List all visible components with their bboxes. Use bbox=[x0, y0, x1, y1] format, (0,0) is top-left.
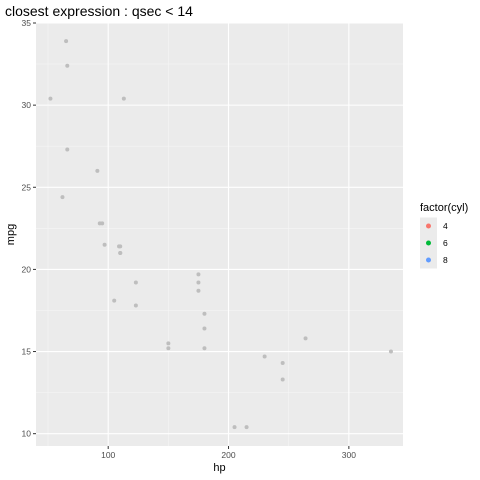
major-gridlines bbox=[36, 22, 403, 446]
data-point-25 bbox=[65, 147, 70, 152]
legend-label-6: 6 bbox=[443, 238, 448, 248]
legend-marker-8 bbox=[426, 257, 431, 263]
data-point-7 bbox=[60, 195, 65, 200]
data-point-28 bbox=[303, 336, 308, 341]
y-tick-label-3: 25 bbox=[22, 182, 32, 192]
data-points bbox=[48, 39, 393, 430]
data-point-1 bbox=[118, 250, 123, 255]
data-point-12 bbox=[202, 311, 207, 316]
chart-title: closest expression : qsec < 14 bbox=[5, 3, 193, 19]
x-tick-label-0: 100 bbox=[101, 450, 115, 460]
data-point-21 bbox=[166, 341, 171, 346]
data-point-15 bbox=[244, 425, 249, 430]
axis-ticks: 100 200 300 10 15 20 25 30 35 bbox=[22, 18, 357, 460]
data-point-31 bbox=[117, 244, 122, 249]
data-point-24 bbox=[196, 280, 201, 285]
data-point-4 bbox=[196, 288, 201, 293]
x-axis-label: hp bbox=[213, 462, 225, 474]
data-point-11 bbox=[202, 326, 207, 331]
data-point-20 bbox=[102, 242, 107, 247]
y-tick-label-4: 30 bbox=[22, 100, 32, 110]
data-point-26 bbox=[95, 168, 100, 173]
data-point-5 bbox=[112, 298, 117, 303]
data-point-13 bbox=[202, 346, 207, 351]
legend-label-4: 4 bbox=[443, 221, 448, 231]
minor-gridlines bbox=[36, 23, 403, 446]
data-point-10 bbox=[133, 303, 138, 308]
data-point-6 bbox=[280, 361, 285, 366]
legend-entries: 4 6 8 bbox=[420, 217, 448, 269]
data-point-18 bbox=[48, 96, 53, 101]
x-tick-label-1: 200 bbox=[221, 450, 235, 460]
y-tick-label-5: 35 bbox=[22, 18, 32, 28]
legend-marker-6 bbox=[426, 240, 431, 246]
data-point-8 bbox=[100, 221, 105, 226]
data-point-14 bbox=[232, 425, 237, 430]
data-point-17 bbox=[65, 63, 70, 68]
y-tick-label-1: 15 bbox=[22, 347, 32, 357]
data-point-16 bbox=[262, 354, 267, 359]
legend-marker-4 bbox=[426, 223, 431, 229]
data-point-9 bbox=[133, 280, 138, 285]
data-point-23 bbox=[280, 377, 285, 382]
legend: factor(cyl) 4 6 8 bbox=[420, 202, 468, 269]
y-axis-label: mpg bbox=[5, 224, 17, 245]
data-point-30 bbox=[388, 349, 393, 354]
x-tick-label-2: 300 bbox=[342, 450, 356, 460]
legend-label-8: 8 bbox=[443, 255, 448, 265]
y-tick-label-2: 20 bbox=[22, 264, 32, 274]
data-point-22 bbox=[166, 346, 171, 351]
plot-panel bbox=[36, 23, 403, 446]
y-tick-label-0: 10 bbox=[22, 429, 32, 439]
data-point-29 bbox=[196, 272, 201, 277]
legend-title: factor(cyl) bbox=[420, 202, 468, 214]
data-point-19 bbox=[64, 39, 69, 44]
data-point-27 bbox=[121, 96, 126, 101]
